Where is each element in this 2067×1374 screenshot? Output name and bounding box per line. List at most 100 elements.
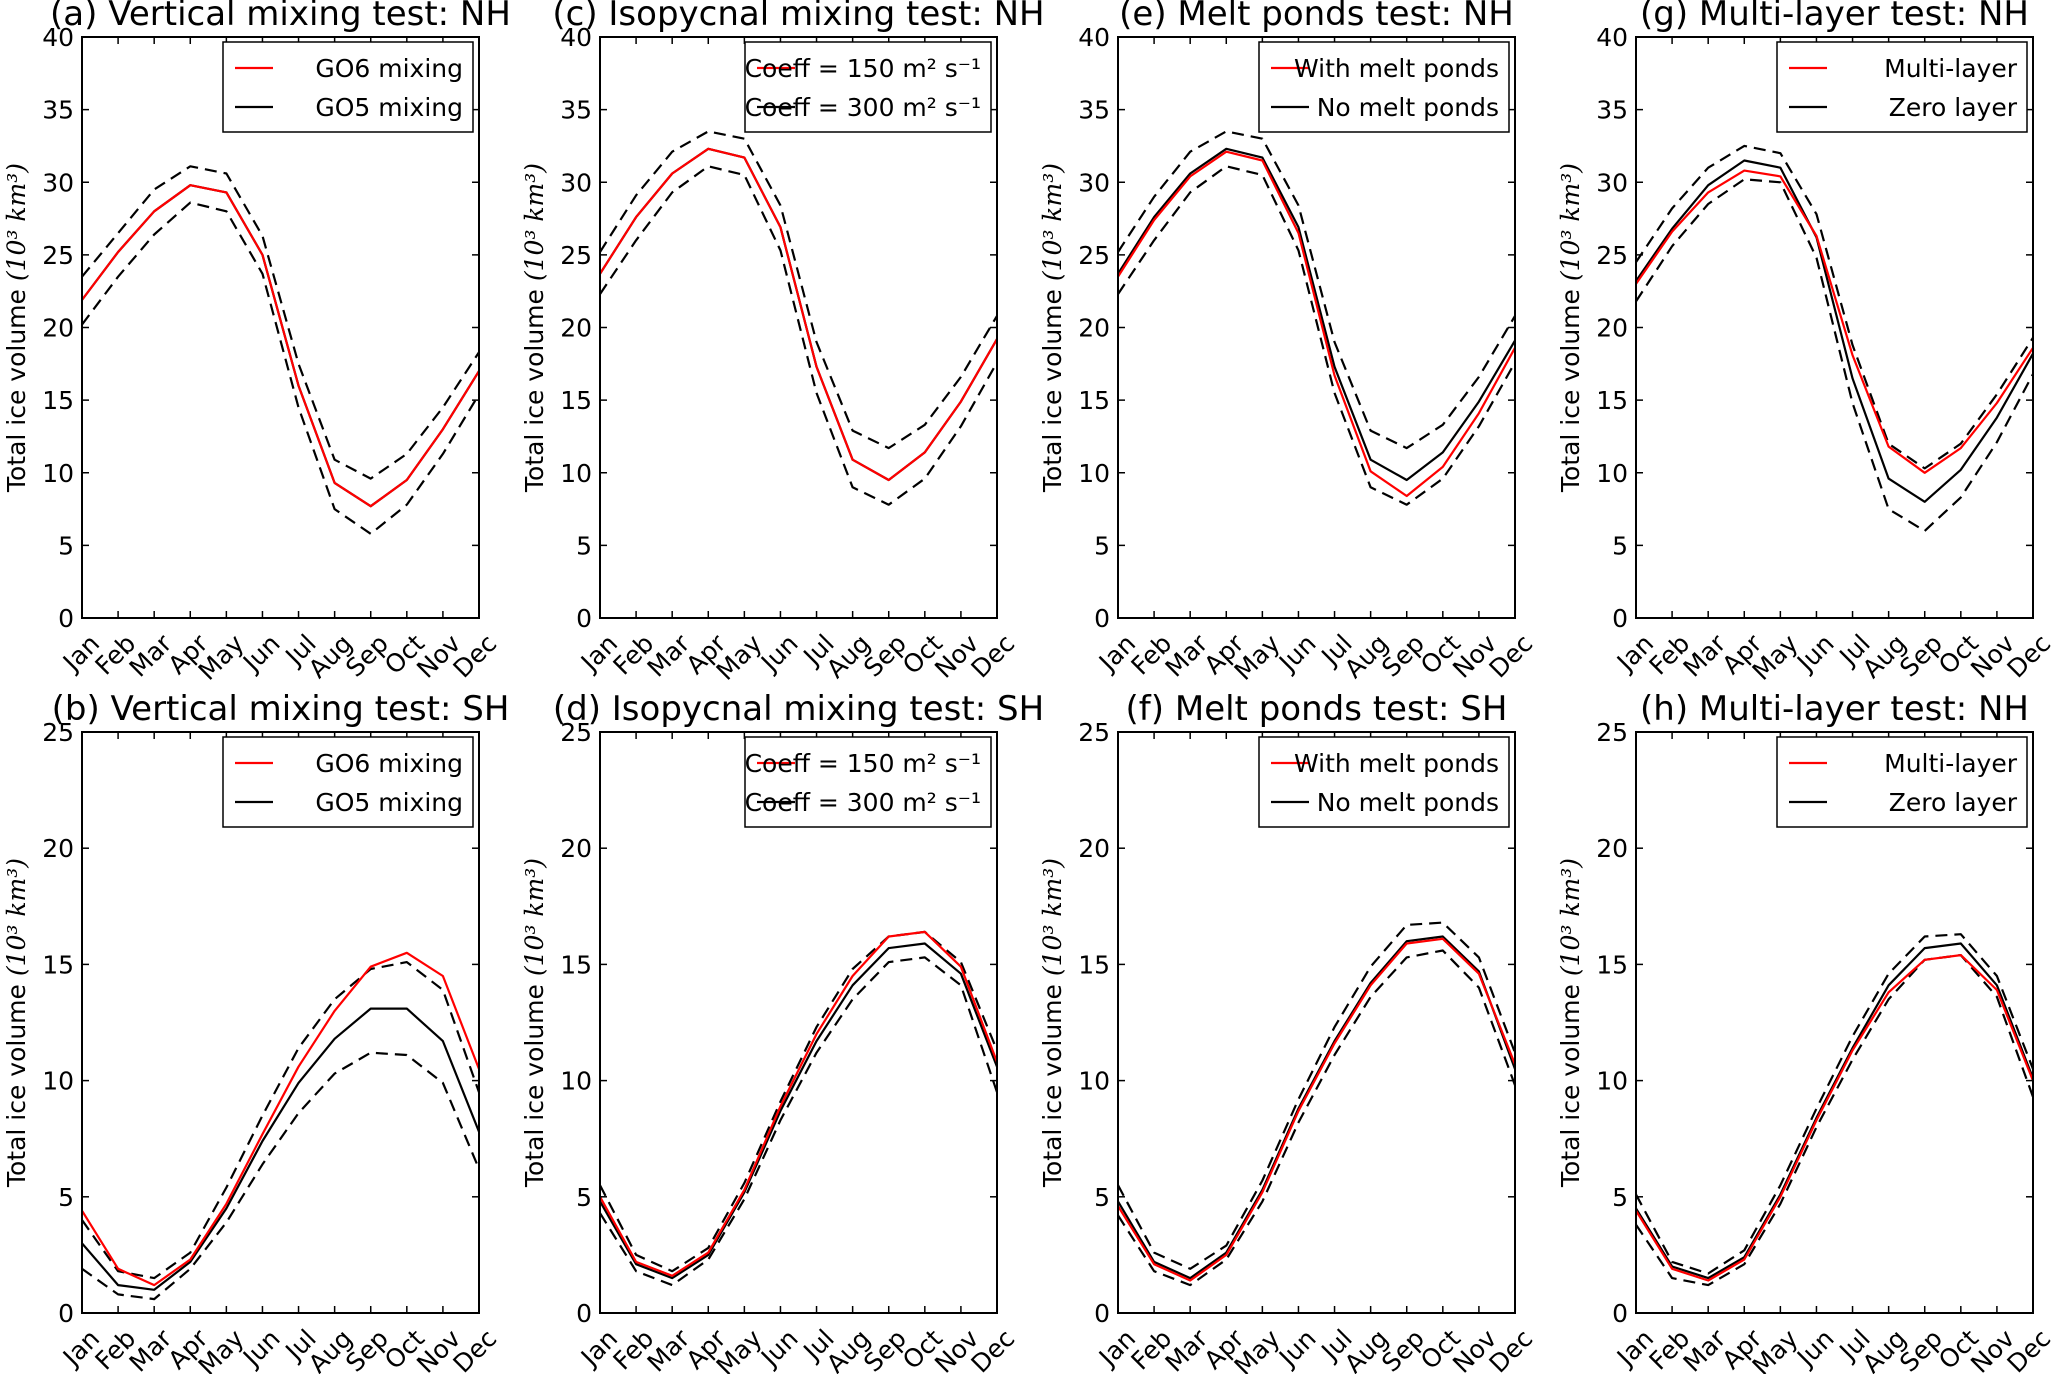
x-tick-label: Dec: [1484, 629, 1539, 684]
y-axis-label: Total ice volume (10³ km³): [520, 163, 549, 493]
legend-box: [1776, 736, 2028, 828]
spread-line-dashed: [1118, 921, 1515, 1270]
series-line-red: [1636, 953, 2033, 1282]
x-tick-label: Jun: [236, 1324, 286, 1374]
legend: With melt ponds No melt ponds: [1258, 41, 1510, 133]
y-tick-label: 25: [1078, 241, 1110, 270]
y-tick-label: 30: [1596, 168, 1628, 197]
panel-g: (g) Multi-layer test: NH 0 5 10 15 20 25 30 35 40…: [1556, 0, 2056, 686]
y-tick-label: 25: [560, 241, 592, 270]
legend-box: [744, 41, 992, 133]
legend: Coeff = 150 m² s⁻¹ Coeff = 300 m² s⁻¹: [744, 41, 992, 133]
spread-line-dashed: [600, 165, 997, 506]
series-group: [1118, 130, 1515, 506]
legend-label: Multi-layer: [1884, 749, 2018, 778]
x-tick-label: Dec: [2002, 629, 2057, 684]
legend: With melt ponds No melt ponds: [1258, 736, 1510, 828]
series-group: [600, 130, 997, 506]
legend-label: GO5 mixing: [315, 788, 463, 817]
y-tick-label: 5: [1612, 531, 1628, 560]
y-tick-label: 15: [560, 386, 592, 415]
panel-title: (g) Multi-layer test: NH: [1640, 0, 2029, 34]
series-line-red: [82, 951, 479, 1287]
panel-a: (a) Vertical mixing test: NH 0 5 10 15 20 25 30…: [2, 0, 511, 686]
panel-title: (e) Melt ponds test: NH: [1119, 0, 1514, 34]
series-line-black: [1118, 935, 1515, 1280]
y-tick-label: 30: [1078, 168, 1110, 197]
spread-line-dashed: [82, 1051, 479, 1301]
y-tick-label: 5: [58, 531, 74, 560]
y-tick-label: 5: [1612, 1183, 1628, 1212]
panel-title: (a) Vertical mixing test: NH: [50, 0, 511, 34]
y-tick-label: 25: [42, 718, 74, 747]
series-line-black: [82, 1007, 479, 1291]
y-tick-label: 10: [1078, 1067, 1110, 1096]
x-tick-label: Jun: [1790, 629, 1840, 679]
legend-box: [222, 41, 474, 133]
series-line-red: [1636, 169, 2033, 474]
panel-c: (c) Isopycnal mixing test: NH 0 5 10 15 20 25 3…: [520, 0, 1045, 686]
panel-h: (h) Multi-layer test: NH0510152025JanFeb…: [1556, 689, 2056, 1374]
y-tick-label: 0: [1094, 604, 1110, 633]
series-group: [1118, 921, 1515, 1287]
series-line-red: [1118, 937, 1515, 1282]
y-tick-label: 25: [1596, 241, 1628, 270]
y-tick-label: 25: [1078, 718, 1110, 747]
legend-box: [744, 736, 992, 828]
y-tick-label: 10: [42, 459, 74, 488]
legend: Coeff = 150 m² s⁻¹ Coeff = 300 m² s⁻¹: [744, 736, 992, 828]
y-tick-label: 5: [576, 1183, 592, 1212]
x-tick-label: Dec: [966, 1324, 1021, 1374]
y-tick-label: 15: [42, 950, 74, 979]
spread-line-dashed: [600, 956, 997, 1287]
series-group: [1636, 933, 2033, 1287]
y-tick-label: 20: [1078, 314, 1110, 343]
y-tick-label: 35: [560, 96, 592, 125]
y-tick-label: 20: [560, 834, 592, 863]
y-tick-label: 20: [1596, 834, 1628, 863]
y-tick-label: 5: [576, 531, 592, 560]
y-axis-label: Total ice volume (10³ km³): [1556, 858, 1585, 1188]
y-tick-label: 30: [560, 168, 592, 197]
x-tick-label: Jun: [1790, 1324, 1840, 1374]
x-tick-label: Dec: [966, 629, 1021, 684]
y-tick-label: 30: [42, 168, 74, 197]
series-group: [600, 930, 997, 1287]
x-tick-label: Jun: [754, 1324, 804, 1374]
legend-box: [1258, 736, 1510, 828]
y-tick-label: 20: [1596, 314, 1628, 343]
y-tick-label: 20: [42, 834, 74, 863]
spread-line-dashed: [600, 930, 997, 1273]
x-tick-label: Jun: [754, 629, 804, 679]
legend: GO6 mixing GO5 mixing: [222, 736, 474, 828]
y-tick-label: 10: [1596, 459, 1628, 488]
y-tick-label: 35: [1596, 96, 1628, 125]
y-tick-label: 40: [1078, 23, 1110, 52]
series-group: [82, 951, 479, 1301]
spread-line-dashed: [1636, 933, 2033, 1275]
y-tick-label: 15: [1078, 386, 1110, 415]
y-tick-label: 5: [1094, 531, 1110, 560]
x-tick-label: Dec: [448, 1324, 503, 1374]
legend-label: Coeff = 300 m² s⁻¹: [745, 788, 981, 817]
series-line-black: [600, 942, 997, 1280]
y-tick-label: 0: [1612, 1299, 1628, 1328]
series-line-red: [1118, 150, 1515, 498]
y-axis-label: Total ice volume (10³ km³): [2, 163, 31, 493]
legend-label: With melt ponds: [1294, 54, 1499, 83]
legend-label: Zero layer: [1889, 93, 2018, 122]
panel-f: (f) Melt ponds test: SH0510152025JanFebM…: [1038, 689, 1538, 1374]
spread-line-dashed: [1118, 949, 1515, 1287]
x-tick-label: Dec: [1484, 1324, 1539, 1374]
y-tick-label: 25: [42, 241, 74, 270]
y-tick-label: 10: [1078, 459, 1110, 488]
y-tick-label: 15: [42, 386, 74, 415]
y-tick-label: 5: [1094, 1183, 1110, 1212]
legend-label: Zero layer: [1889, 788, 2018, 817]
spread-line-dashed: [1118, 130, 1515, 450]
legend-label: GO5 mixing: [315, 93, 463, 122]
y-tick-label: 10: [560, 459, 592, 488]
legend-box: [1258, 41, 1510, 133]
axes-frame: [599, 731, 998, 1314]
